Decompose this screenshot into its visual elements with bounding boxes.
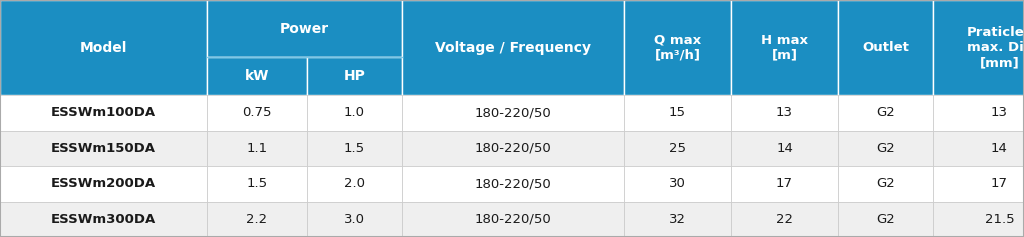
Bar — [0, 131, 207, 166]
Bar — [624, 166, 731, 201]
Bar — [207, 95, 307, 131]
Bar — [402, 131, 624, 166]
Text: 17: 17 — [776, 177, 793, 190]
Text: 21.5: 21.5 — [985, 213, 1015, 226]
Bar — [933, 95, 1024, 131]
Text: kW: kW — [245, 69, 269, 83]
Text: HP: HP — [344, 69, 366, 83]
Text: 14: 14 — [991, 142, 1008, 155]
Bar — [207, 131, 307, 166]
Text: ESSWm150DA: ESSWm150DA — [51, 142, 156, 155]
Text: 2.0: 2.0 — [344, 177, 365, 190]
Bar — [307, 201, 402, 237]
Text: ESSWm100DA: ESSWm100DA — [51, 106, 156, 119]
Bar — [0, 0, 207, 95]
Text: 180-220/50: 180-220/50 — [475, 106, 551, 119]
Bar — [838, 131, 933, 166]
Text: 0.75: 0.75 — [243, 106, 271, 119]
Text: ESSWm300DA: ESSWm300DA — [51, 213, 156, 226]
Bar — [207, 166, 307, 201]
Bar — [624, 131, 731, 166]
Text: 32: 32 — [669, 213, 686, 226]
Text: 180-220/50: 180-220/50 — [475, 177, 551, 190]
Text: Voltage / Frequency: Voltage / Frequency — [435, 41, 591, 55]
Bar — [933, 201, 1024, 237]
Text: 14: 14 — [776, 142, 793, 155]
Text: 30: 30 — [669, 177, 686, 190]
Bar — [838, 0, 933, 95]
Bar — [933, 131, 1024, 166]
Bar — [731, 0, 838, 95]
Bar — [838, 201, 933, 237]
Text: 17: 17 — [991, 177, 1008, 190]
Bar — [307, 131, 402, 166]
Text: 1.0: 1.0 — [344, 106, 365, 119]
Bar — [731, 201, 838, 237]
Text: G2: G2 — [877, 213, 895, 226]
Text: G2: G2 — [877, 177, 895, 190]
Bar — [731, 166, 838, 201]
Bar — [731, 131, 838, 166]
Bar — [207, 0, 402, 57]
Bar — [402, 95, 624, 131]
Text: G2: G2 — [877, 106, 895, 119]
Text: 13: 13 — [991, 106, 1008, 119]
Bar — [624, 0, 731, 95]
Bar — [0, 166, 207, 201]
Bar — [731, 95, 838, 131]
Bar — [207, 57, 307, 95]
Text: H max
[m]: H max [m] — [761, 33, 808, 61]
Text: 180-220/50: 180-220/50 — [475, 142, 551, 155]
Text: G2: G2 — [877, 142, 895, 155]
Bar — [402, 201, 624, 237]
Text: 1.5: 1.5 — [344, 142, 366, 155]
Text: 1.5: 1.5 — [247, 177, 267, 190]
Bar — [307, 95, 402, 131]
Text: Power: Power — [280, 22, 329, 36]
Text: Outlet: Outlet — [862, 41, 909, 54]
Bar — [307, 57, 402, 95]
Bar — [0, 201, 207, 237]
Text: 180-220/50: 180-220/50 — [475, 213, 551, 226]
Text: 25: 25 — [669, 142, 686, 155]
Bar — [0, 95, 207, 131]
Bar — [207, 201, 307, 237]
Bar — [624, 201, 731, 237]
Text: Q max
[m³/h]: Q max [m³/h] — [654, 33, 701, 61]
Text: 3.0: 3.0 — [344, 213, 365, 226]
Text: ESSWm200DA: ESSWm200DA — [51, 177, 156, 190]
Bar — [624, 95, 731, 131]
Bar — [933, 0, 1024, 95]
Text: 2.2: 2.2 — [247, 213, 267, 226]
Text: 1.1: 1.1 — [247, 142, 267, 155]
Bar — [838, 166, 933, 201]
Bar — [307, 166, 402, 201]
Text: Model: Model — [80, 41, 127, 55]
Bar — [402, 166, 624, 201]
Text: 15: 15 — [669, 106, 686, 119]
Text: 22: 22 — [776, 213, 793, 226]
Text: Praticles
max. Dia
[mm]: Praticles max. Dia [mm] — [967, 26, 1024, 69]
Text: 13: 13 — [776, 106, 793, 119]
Bar — [838, 95, 933, 131]
Bar — [402, 0, 624, 95]
Bar — [933, 166, 1024, 201]
